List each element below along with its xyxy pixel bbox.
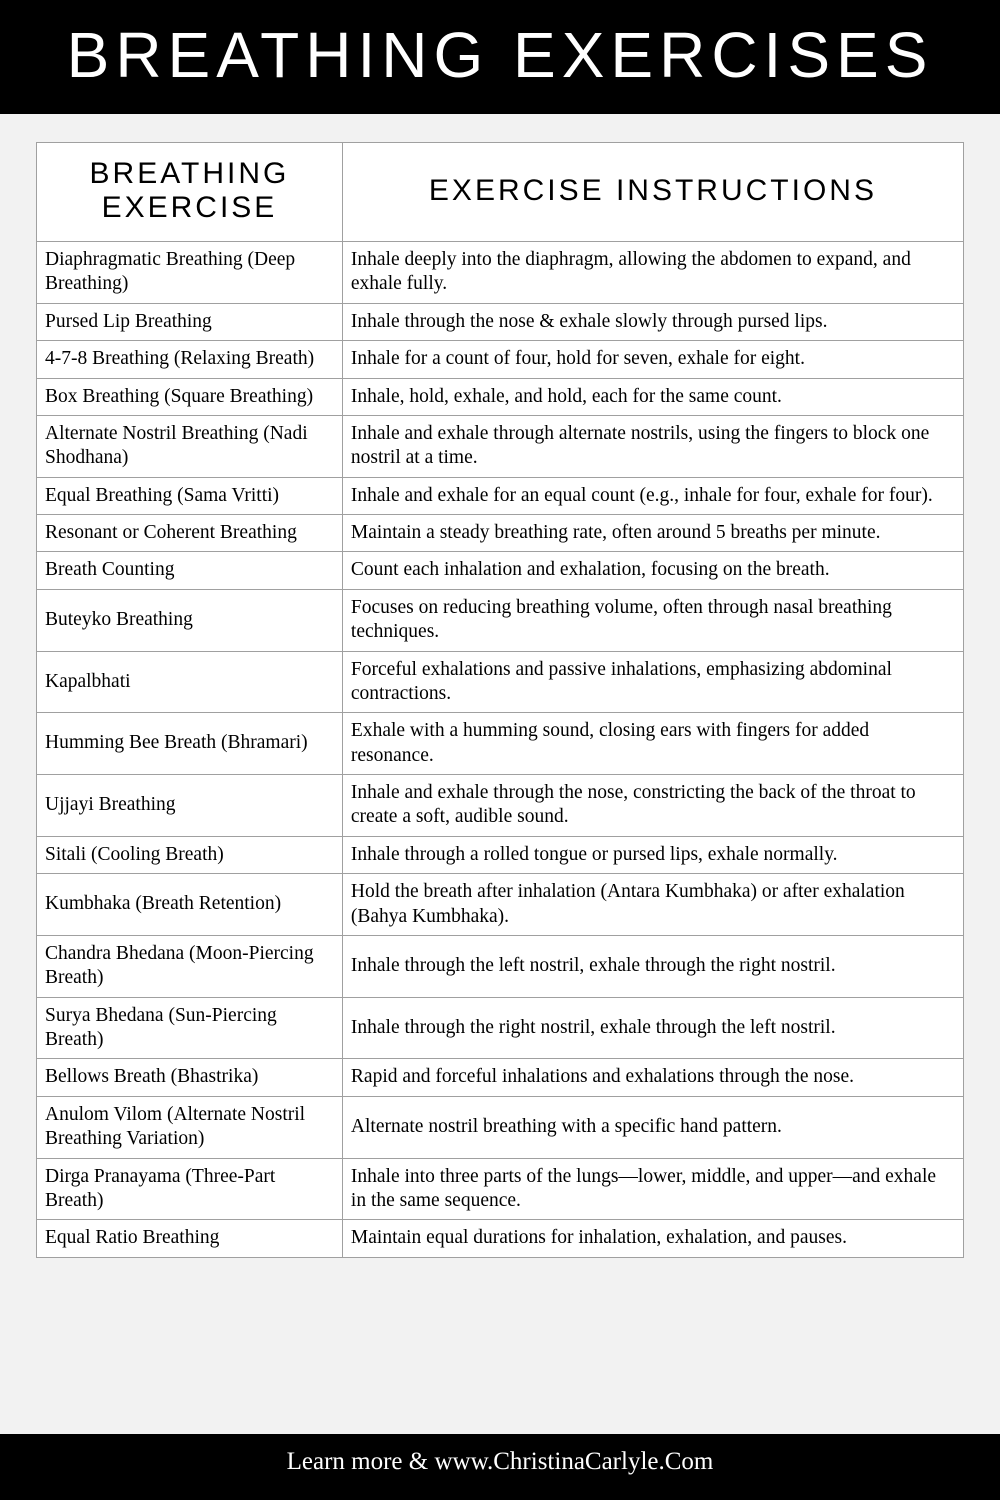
exercise-instructions-cell: Inhale and exhale for an equal count (e.…	[342, 477, 963, 514]
exercise-instructions-cell: Alternate nostril breathing with a speci…	[342, 1096, 963, 1158]
exercise-name-cell: Humming Bee Breath (Bhramari)	[37, 713, 343, 775]
table-row: Pursed Lip BreathingInhale through the n…	[37, 303, 964, 340]
exercise-instructions-cell: Inhale through the nose & exhale slowly …	[342, 303, 963, 340]
exercise-name-cell: Resonant or Coherent Breathing	[37, 515, 343, 552]
exercise-instructions-cell: Forceful exhalations and passive inhalat…	[342, 651, 963, 713]
table-row: Alternate Nostril Breathing (Nadi Shodha…	[37, 415, 964, 477]
exercise-name-cell: Surya Bhedana (Sun-Piercing Breath)	[37, 997, 343, 1059]
exercise-name-cell: Kumbhaka (Breath Retention)	[37, 874, 343, 936]
footer-text: Learn more & www.ChristinaCarlyle.Com	[0, 1448, 1000, 1476]
exercise-name-cell: Bellows Breath (Bhastrika)	[37, 1059, 343, 1096]
exercise-instructions-cell: Inhale through a rolled tongue or pursed…	[342, 836, 963, 873]
table-row: Kumbhaka (Breath Retention)Hold the brea…	[37, 874, 964, 936]
exercise-instructions-cell: Inhale for a count of four, hold for sev…	[342, 341, 963, 378]
table-row: Breath CountingCount each inhalation and…	[37, 552, 964, 589]
exercise-instructions-cell: Inhale through the right nostril, exhale…	[342, 997, 963, 1059]
exercise-instructions-cell: Inhale and exhale through alternate nost…	[342, 415, 963, 477]
exercise-instructions-cell: Maintain a steady breathing rate, often …	[342, 515, 963, 552]
exercise-name-cell: Anulom Vilom (Alternate Nostril Breathin…	[37, 1096, 343, 1158]
exercise-name-cell: Equal Ratio Breathing	[37, 1220, 343, 1257]
exercise-name-cell: Buteyko Breathing	[37, 589, 343, 651]
table-row: Equal Ratio BreathingMaintain equal dura…	[37, 1220, 964, 1257]
table-row: Ujjayi BreathingInhale and exhale throug…	[37, 775, 964, 837]
exercise-instructions-cell: Rapid and forceful inhalations and exhal…	[342, 1059, 963, 1096]
exercise-name-cell: Kapalbhati	[37, 651, 343, 713]
exercise-instructions-cell: Hold the breath after inhalation (Antara…	[342, 874, 963, 936]
exercise-name-cell: Breath Counting	[37, 552, 343, 589]
table-row: Dirga Pranayama (Three-Part Breath)Inhal…	[37, 1158, 964, 1220]
exercise-name-cell: 4-7-8 Breathing (Relaxing Breath)	[37, 341, 343, 378]
exercise-name-cell: Diaphragmatic Breathing (Deep Breathing)	[37, 242, 343, 304]
table-row: Surya Bhedana (Sun-Piercing Breath)Inhal…	[37, 997, 964, 1059]
table-row: 4-7-8 Breathing (Relaxing Breath)Inhale …	[37, 341, 964, 378]
exercise-instructions-cell: Inhale, hold, exhale, and hold, each for…	[342, 378, 963, 415]
exercise-name-cell: Sitali (Cooling Breath)	[37, 836, 343, 873]
table-row: Resonant or Coherent BreathingMaintain a…	[37, 515, 964, 552]
exercise-name-cell: Dirga Pranayama (Three-Part Breath)	[37, 1158, 343, 1220]
exercise-name-cell: Equal Breathing (Sama Vritti)	[37, 477, 343, 514]
table-row: Humming Bee Breath (Bhramari)Exhale with…	[37, 713, 964, 775]
exercise-name-cell: Chandra Bhedana (Moon-Piercing Breath)	[37, 935, 343, 997]
table-row: Anulom Vilom (Alternate Nostril Breathin…	[37, 1096, 964, 1158]
exercise-instructions-cell: Inhale deeply into the diaphragm, allowi…	[342, 242, 963, 304]
exercise-instructions-cell: Inhale into three parts of the lungs—low…	[342, 1158, 963, 1220]
exercise-name-cell: Alternate Nostril Breathing (Nadi Shodha…	[37, 415, 343, 477]
exercise-instructions-cell: Maintain equal durations for inhalation,…	[342, 1220, 963, 1257]
exercise-instructions-cell: Inhale and exhale through the nose, cons…	[342, 775, 963, 837]
table-container: BREATHING EXERCISE EXERCISE INSTRUCTIONS…	[0, 114, 1000, 1258]
exercise-instructions-cell: Exhale with a humming sound, closing ear…	[342, 713, 963, 775]
col-header-instructions: EXERCISE INSTRUCTIONS	[342, 143, 963, 242]
exercise-instructions-cell: Inhale through the left nostril, exhale …	[342, 935, 963, 997]
exercise-name-cell: Pursed Lip Breathing	[37, 303, 343, 340]
exercise-instructions-cell: Count each inhalation and exhalation, fo…	[342, 552, 963, 589]
exercises-table: BREATHING EXERCISE EXERCISE INSTRUCTIONS…	[36, 142, 964, 1258]
table-row: Bellows Breath (Bhastrika)Rapid and forc…	[37, 1059, 964, 1096]
footer-bar: Learn more & www.ChristinaCarlyle.Com	[0, 1434, 1000, 1500]
table-row: Sitali (Cooling Breath)Inhale through a …	[37, 836, 964, 873]
table-header-row: BREATHING EXERCISE EXERCISE INSTRUCTIONS	[37, 143, 964, 242]
table-row: Chandra Bhedana (Moon-Piercing Breath)In…	[37, 935, 964, 997]
header-bar: BREATHING EXERCISES	[0, 0, 1000, 114]
table-row: Buteyko BreathingFocuses on reducing bre…	[37, 589, 964, 651]
page-title: BREATHING EXERCISES	[0, 18, 1000, 92]
table-row: Box Breathing (Square Breathing)Inhale, …	[37, 378, 964, 415]
col-header-exercise: BREATHING EXERCISE	[37, 143, 343, 242]
table-row: Diaphragmatic Breathing (Deep Breathing)…	[37, 242, 964, 304]
table-row: Equal Breathing (Sama Vritti)Inhale and …	[37, 477, 964, 514]
exercise-instructions-cell: Focuses on reducing breathing volume, of…	[342, 589, 963, 651]
exercise-name-cell: Ujjayi Breathing	[37, 775, 343, 837]
table-row: KapalbhatiForceful exhalations and passi…	[37, 651, 964, 713]
exercise-name-cell: Box Breathing (Square Breathing)	[37, 378, 343, 415]
